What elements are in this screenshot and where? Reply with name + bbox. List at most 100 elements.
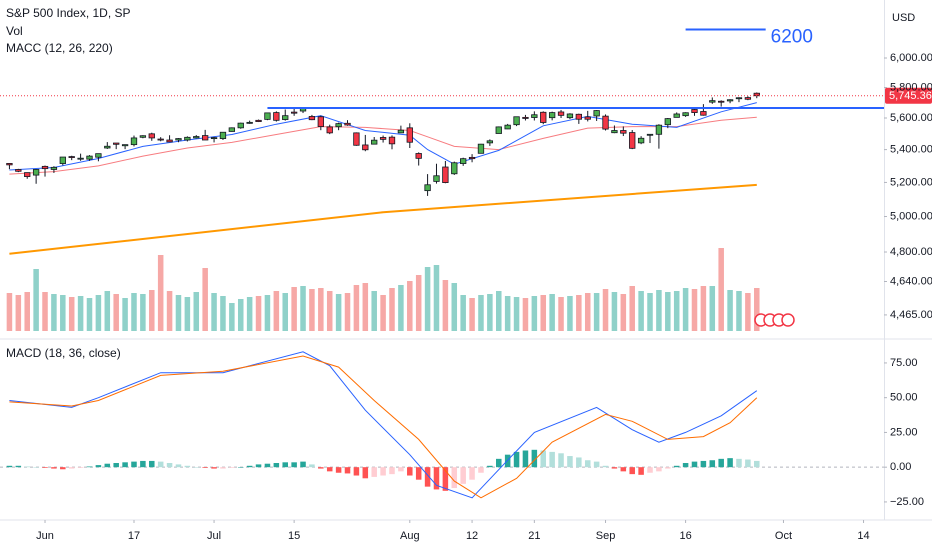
- volume-bar: [362, 283, 369, 331]
- histogram-bar: [673, 465, 680, 468]
- candle-body: [548, 112, 556, 119]
- candle-body: [86, 155, 93, 160]
- histogram-bar: [335, 467, 342, 473]
- x-tick-label: Sep: [596, 530, 616, 542]
- candle-body: [700, 111, 707, 116]
- volume-bar: [33, 269, 39, 331]
- volume-bar: [504, 296, 511, 331]
- volume-bar: [647, 293, 653, 331]
- volume-bar: [220, 296, 226, 331]
- volume-bar: [665, 292, 671, 331]
- candle-body: [121, 144, 129, 147]
- candle-body: [620, 130, 627, 134]
- x-tick-label: 15: [288, 530, 300, 542]
- candle-body: [531, 114, 538, 118]
- y-tick-label: 50.00: [890, 392, 918, 404]
- y-tick-label: 5,000.00: [890, 210, 932, 222]
- volume-bar: [371, 291, 377, 331]
- volume-bar: [700, 286, 707, 331]
- histogram-bar: [709, 460, 716, 468]
- histogram-bar: [264, 463, 271, 468]
- y-tick-label: 0.00: [890, 461, 911, 473]
- y-tick-label: 5,600.00: [890, 112, 932, 124]
- histogram-bar: [442, 467, 449, 491]
- candle-body: [575, 113, 582, 120]
- volume-bar: [496, 291, 502, 331]
- candle-body: [193, 136, 200, 139]
- histogram-bar: [487, 465, 493, 468]
- histogram-bar: [202, 467, 208, 468]
- histogram-bar: [718, 458, 724, 468]
- volume-bar: [140, 294, 146, 331]
- histogram-bar: [344, 467, 351, 474]
- volume-bar: [122, 298, 128, 331]
- volume-bar: [211, 293, 217, 331]
- volume-bar: [335, 294, 342, 331]
- x-tick-label: 14: [857, 530, 869, 542]
- volume-bar: [42, 292, 48, 331]
- macd-line: [9, 351, 758, 499]
- event-icon[interactable]: [781, 313, 795, 327]
- volume-bar: [567, 296, 573, 331]
- histogram-bar: [700, 460, 707, 468]
- histogram-bar: [415, 467, 422, 480]
- candle-body: [41, 165, 49, 170]
- y-tick-label: 4,800.00: [890, 246, 932, 258]
- candle-body: [602, 115, 609, 130]
- histogram-bar: [496, 458, 502, 468]
- candle-body: [540, 111, 547, 123]
- volume-bar: [113, 294, 119, 331]
- candle-body: [290, 111, 298, 114]
- candle-body: [246, 121, 253, 124]
- histogram-bar: [353, 467, 360, 476]
- volume-bar: [318, 288, 324, 331]
- histogram-bar: [166, 463, 173, 468]
- histogram-bar: [193, 467, 200, 468]
- histogram-bar: [318, 467, 324, 469]
- candle-body: [611, 130, 618, 134]
- candle-body: [682, 112, 689, 117]
- histogram-bar: [237, 467, 244, 468]
- volume-bar: [273, 291, 280, 331]
- histogram-bar: [371, 467, 377, 477]
- x-tick-label: Jun: [36, 530, 54, 542]
- histogram-bar: [15, 465, 22, 468]
- candle-body: [68, 156, 75, 158]
- candle-body: [308, 116, 316, 121]
- volume-bar: [149, 290, 155, 331]
- candle-body: [477, 143, 485, 154]
- candle-body: [210, 137, 218, 140]
- candle-body: [282, 115, 289, 120]
- candle-body: [228, 127, 236, 132]
- volume-bar: [60, 295, 66, 331]
- volume-bar: [344, 293, 351, 331]
- volume-bar: [15, 295, 22, 331]
- candle-body: [424, 184, 431, 192]
- volume-bar: [611, 292, 618, 331]
- histogram-bar: [300, 461, 306, 468]
- candle-body: [237, 122, 244, 129]
- candle-body: [691, 109, 698, 113]
- x-tick-label: Aug: [400, 530, 420, 542]
- histogram-bar: [229, 467, 235, 468]
- histogram-bar: [469, 467, 475, 480]
- volume-bar: [522, 298, 529, 331]
- histogram-bar: [68, 467, 75, 469]
- plot: 6200: [0, 27, 884, 499]
- candle-body: [317, 116, 324, 127]
- histogram-bar: [389, 467, 395, 475]
- histogram-bar: [540, 450, 547, 468]
- histogram-bar: [424, 467, 431, 487]
- indicator-label: MACC (12, 26, 220): [6, 41, 113, 55]
- volume-bar: [558, 297, 564, 331]
- histogram-bar: [95, 465, 102, 468]
- histogram-bar: [531, 449, 538, 468]
- volume-bar: [478, 295, 484, 331]
- volume-bar: [451, 283, 458, 331]
- volume-bar: [229, 303, 235, 331]
- histogram-bar: [638, 467, 644, 475]
- volume-bar: [380, 295, 386, 331]
- candle-body: [379, 137, 387, 140]
